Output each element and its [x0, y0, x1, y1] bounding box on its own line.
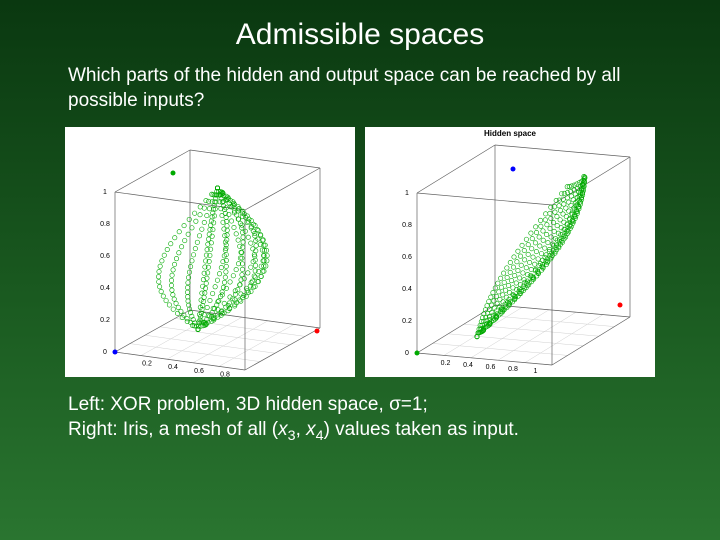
caption-x4x: x	[306, 419, 316, 440]
svg-text:0.8: 0.8	[100, 221, 110, 228]
svg-text:0.4: 0.4	[402, 286, 412, 293]
svg-text:1: 1	[534, 368, 538, 375]
svg-text:1: 1	[405, 190, 409, 197]
svg-text:0.6: 0.6	[402, 254, 412, 261]
caption-sigma: σ	[389, 394, 401, 415]
svg-text:0.4: 0.4	[100, 285, 110, 292]
svg-text:0.2: 0.2	[142, 361, 152, 368]
svg-text:0.8: 0.8	[508, 366, 518, 373]
svg-text:0.6: 0.6	[486, 364, 496, 371]
caption-l1-suffix: =1;	[401, 394, 428, 415]
svg-text:0: 0	[103, 349, 107, 356]
svg-text:0.2: 0.2	[441, 360, 451, 367]
svg-text:0.8: 0.8	[402, 222, 412, 229]
caption-comma: ,	[296, 419, 307, 440]
svg-text:0.4: 0.4	[168, 365, 178, 372]
slide-subtitle: Which parts of the hidden and output spa…	[0, 64, 720, 127]
caption-x3-3: 3	[288, 428, 296, 444]
svg-text:0: 0	[405, 350, 409, 357]
caption-l1-prefix: Left: XOR problem, 3D hidden space,	[68, 394, 389, 415]
caption-l2-prefix: Right: Iris, a mesh of all (	[68, 419, 278, 440]
left-plot: 0.2 0.4 0.6 0.8 0 0.2 0.4 0.6 0.8 1	[65, 127, 355, 377]
svg-text:1: 1	[103, 189, 107, 196]
svg-text:0.6: 0.6	[194, 368, 204, 375]
caption-l2-suffix: ) values taken as input.	[324, 419, 519, 440]
slide-title: Admissible spaces	[0, 0, 720, 64]
plot-row: 0.2 0.4 0.6 0.8 0 0.2 0.4 0.6 0.8 1 Hidden space …	[0, 127, 720, 377]
right-plot: Hidden space 0.2 0.4 0.6 0.8 1 0 0.2 0.4 0.6 0.8 1	[365, 127, 655, 377]
svg-text:0.8: 0.8	[220, 372, 230, 378]
caption-x4-4: 4	[316, 428, 324, 444]
caption: Left: XOR problem, 3D hidden space, σ=1;…	[0, 377, 720, 445]
svg-text:0.4: 0.4	[463, 362, 473, 369]
svg-text:0.2: 0.2	[100, 317, 110, 324]
svg-text:0.2: 0.2	[402, 318, 412, 325]
svg-text:0.6: 0.6	[100, 253, 110, 260]
caption-x3x: x	[278, 419, 288, 440]
right-plot-title: Hidden space	[365, 129, 655, 138]
